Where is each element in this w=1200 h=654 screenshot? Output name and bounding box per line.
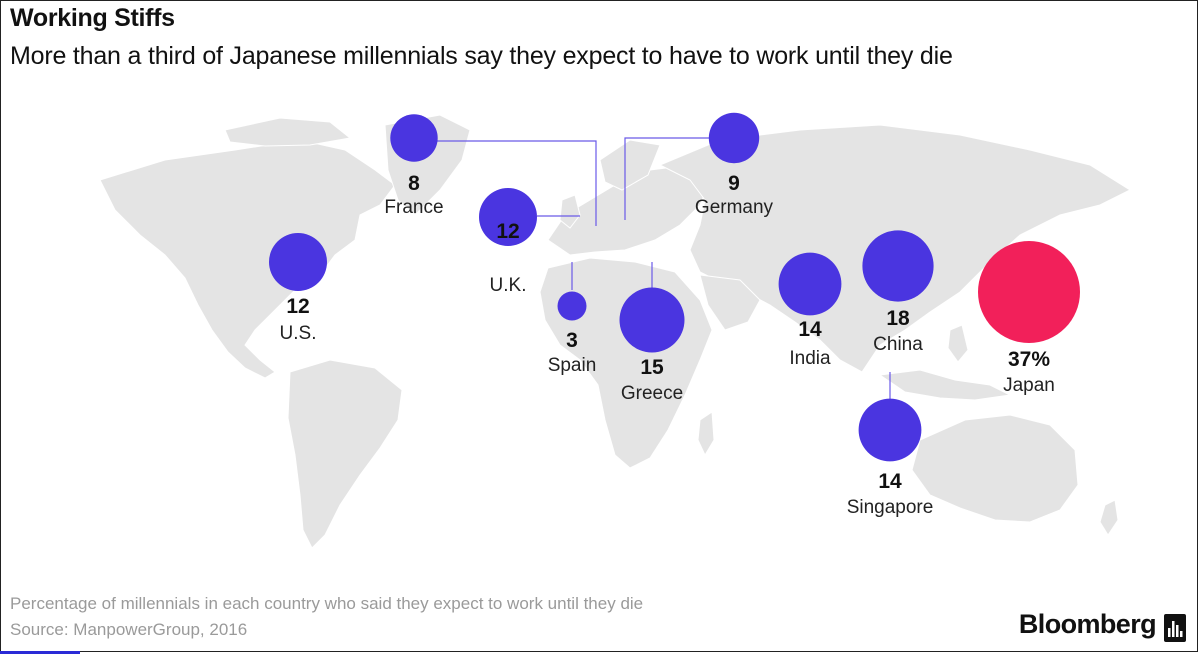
madagascar-landmass <box>697 411 715 457</box>
arabia-landmass <box>699 274 761 331</box>
bubble-u-k <box>479 188 537 246</box>
bubble-france <box>390 114 438 162</box>
uk-landmass <box>559 194 581 229</box>
value-label-singapore: 14 <box>878 470 902 493</box>
value-label-japan: 37% <box>1008 348 1050 371</box>
southeast-asia-islands <box>878 369 1012 401</box>
bubble-layer <box>269 112 1080 462</box>
country-label-u-k: U.K. <box>490 275 527 296</box>
bubble-china <box>862 230 934 302</box>
country-label-china: China <box>873 334 923 355</box>
bubble-india <box>778 252 842 316</box>
leader-lines <box>437 137 891 400</box>
philippines-landmass <box>947 324 969 363</box>
value-label-china: 18 <box>886 307 910 330</box>
country-label-spain: Spain <box>548 355 597 376</box>
value-label-u-k: 12 <box>496 220 519 243</box>
australia-landmass <box>911 414 1079 523</box>
bubble-singapore <box>858 398 922 462</box>
country-label-singapore: Singapore <box>847 497 934 518</box>
bubble-germany <box>708 112 760 164</box>
new-zealand-landmass <box>1099 499 1119 536</box>
accent-line <box>0 651 80 654</box>
value-label-spain: 3 <box>566 329 578 352</box>
scandinavia-landmass <box>599 139 661 191</box>
leader-france <box>437 140 597 226</box>
chart-title: Working Stiffs <box>10 4 175 32</box>
value-label-france: 8 <box>408 172 420 195</box>
value-label-greece: 15 <box>640 356 664 379</box>
country-label-greece: Greece <box>621 383 683 404</box>
arctic-islands <box>224 117 352 147</box>
country-label-india: India <box>789 348 831 369</box>
bubble-u-s <box>269 233 327 291</box>
value-label-india: 14 <box>798 318 822 341</box>
source-note: Source: ManpowerGroup, 2016 <box>10 620 248 639</box>
country-label-germany: Germany <box>695 197 774 218</box>
value-label-germany: 9 <box>728 172 740 195</box>
bubble-spain <box>557 291 587 321</box>
leader-germany <box>624 137 712 220</box>
brand-logo: Bloomberg <box>1018 609 1157 639</box>
north-america-landmass <box>99 139 396 379</box>
bubble-greece <box>619 287 685 353</box>
bloomberg-chart-icon <box>1164 614 1186 642</box>
bubble-japan <box>978 241 1080 343</box>
south-america-landmass <box>287 359 403 549</box>
country-label-u-s: U.S. <box>280 323 317 344</box>
country-label-japan: Japan <box>1003 375 1055 396</box>
land-masses <box>99 114 1132 549</box>
value-label-u-s: 12 <box>286 295 309 318</box>
footnote: Percentage of millennials in each countr… <box>10 594 644 613</box>
chart-subtitle: More than a third of Japanese millennial… <box>10 42 953 70</box>
country-label-france: France <box>384 197 443 218</box>
